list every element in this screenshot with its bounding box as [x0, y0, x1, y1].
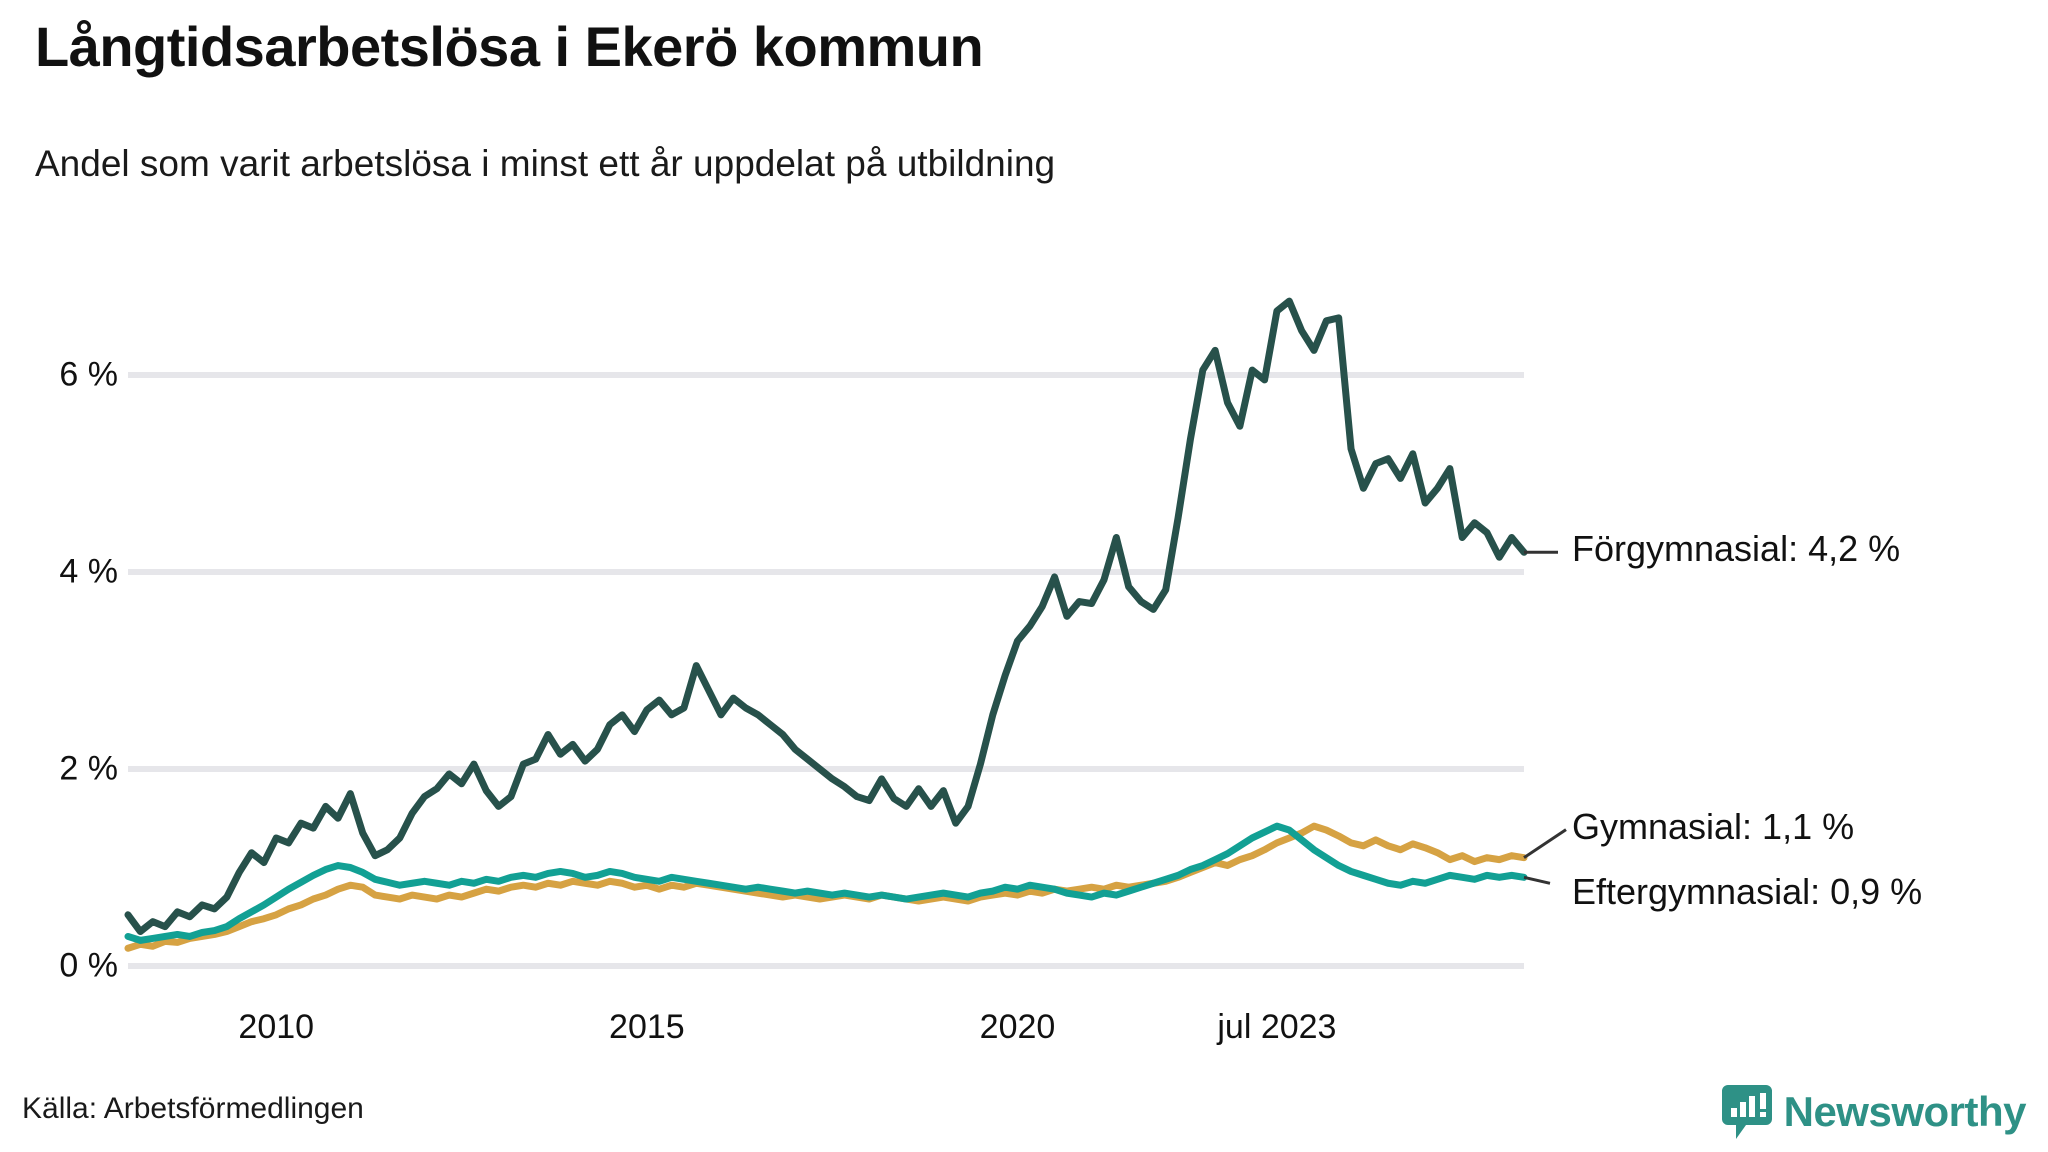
series-label-eftergymnasial: Eftergymnasial: 0,9 %: [1572, 871, 1923, 913]
y-axis-tick-label: 4 %: [59, 552, 118, 591]
page-title: Långtidsarbetslösa i Ekerö kommun: [35, 15, 984, 78]
newsworthy-logo: Newsworthy: [1721, 1085, 2027, 1139]
y-axis-tick-label: 0 %: [59, 946, 118, 985]
label-leader-line: [1523, 875, 1551, 885]
x-axis-tick-label: 2015: [609, 1008, 685, 1046]
series-label-gymnasial: Gymnasial: 1,1 %: [1572, 805, 1855, 847]
y-axis-tick-label: 2 %: [59, 749, 118, 788]
label-leader-line: [1523, 828, 1567, 859]
series-line-gymnasial: [124, 822, 1528, 952]
x-axis-tick-label: jul 2023: [1217, 1008, 1337, 1046]
page-subtitle: Andel som varit arbetslösa i minst ett å…: [35, 143, 1056, 184]
series-line-förgymnasial: [124, 297, 1528, 936]
y-axis-tick-label: 6 %: [59, 355, 118, 394]
bar-chart-speech-bubble-icon: [1721, 1085, 1772, 1139]
x-axis-tick-label: 2020: [979, 1008, 1056, 1046]
x-axis-tick-label: 2010: [238, 1008, 315, 1046]
logo-wordmark: Newsworthy: [1783, 1088, 2027, 1135]
series-label-forgymnasial: Förgymnasial: 4,2 %: [1572, 528, 1901, 570]
source-note: Källa: Arbetsförmedlingen: [22, 1092, 364, 1125]
series-line-eftergymnasial: [124, 822, 1528, 944]
